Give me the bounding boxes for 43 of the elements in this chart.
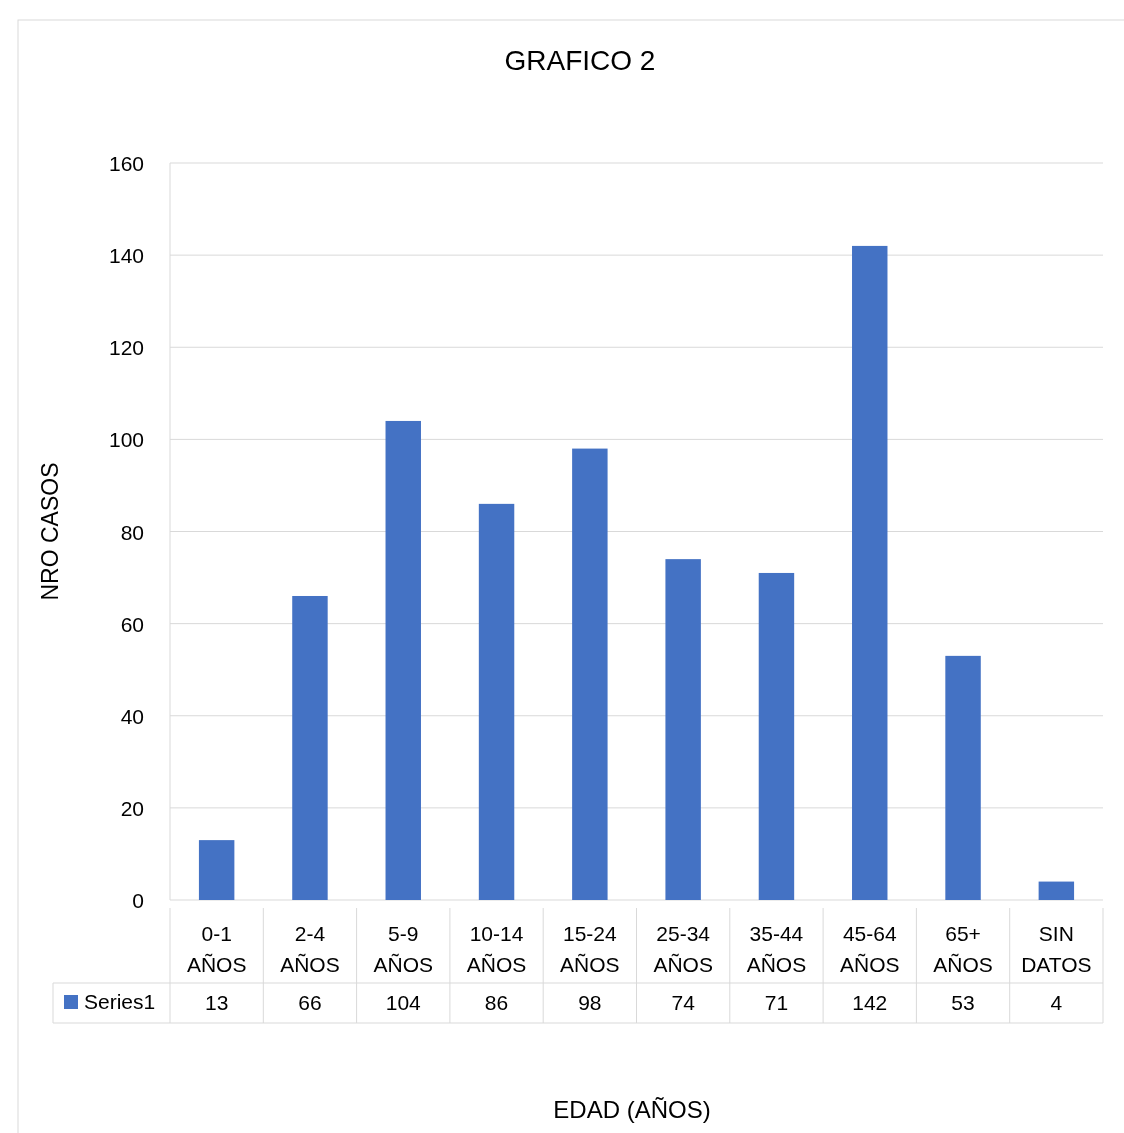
x-axis-title: EDAD (AÑOS): [553, 1096, 711, 1123]
y-axis-title: NRO CASOS: [37, 462, 63, 601]
data-label: 74: [671, 991, 696, 1014]
x-tick-label: 5-9 AÑOS: [373, 922, 434, 976]
legend-label: Series1: [84, 990, 156, 1013]
data-label: 142: [852, 991, 888, 1014]
bar: [478, 503, 515, 900]
x-tick-label: SIN DATOS: [1021, 922, 1092, 976]
x-tick-label: 0-1 AÑOS: [186, 922, 247, 976]
y-tick-label: 140: [108, 244, 144, 268]
y-tick-label: 0: [132, 889, 144, 912]
x-tick-label: 15-24 AÑOS: [560, 922, 620, 976]
bar: [292, 595, 328, 900]
bar: [852, 245, 888, 900]
bar: [572, 448, 608, 900]
data-label: 4: [1050, 991, 1063, 1014]
bar: [665, 559, 701, 900]
bar: [945, 655, 981, 900]
x-tick-label: 25-34 AÑOS: [653, 922, 713, 976]
x-tick-label: 35-44 AÑOS: [746, 922, 807, 976]
data-label: 13: [204, 991, 229, 1014]
x-tick-label: 45-64 AÑOS: [839, 922, 900, 976]
y-tick-label: 80: [120, 520, 144, 544]
x-tick-label: 2-4 AÑOS: [280, 922, 340, 976]
y-tick-label: 100: [108, 428, 144, 452]
bar: [1038, 881, 1075, 900]
bar: [198, 840, 235, 900]
data-label: 86: [484, 991, 509, 1014]
y-tick-label: 60: [120, 612, 144, 636]
x-tick-label: 10-14 AÑOS: [466, 922, 527, 976]
data-label: 98: [578, 991, 602, 1014]
data-label: 104: [385, 991, 422, 1014]
data-label: 71: [764, 991, 789, 1014]
y-tick-label: 160: [108, 152, 144, 175]
y-tick-label: 120: [108, 336, 144, 360]
y-tick-label: 20: [120, 796, 144, 820]
x-tick-label: 65+ AÑOS: [933, 922, 993, 976]
chart-title: GRAFICO 2: [504, 45, 656, 76]
data-label: 53: [951, 991, 975, 1014]
y-tick-label: 40: [120, 704, 144, 728]
data-label: 66: [298, 991, 322, 1014]
bar: [758, 572, 795, 900]
bar: [385, 420, 421, 900]
